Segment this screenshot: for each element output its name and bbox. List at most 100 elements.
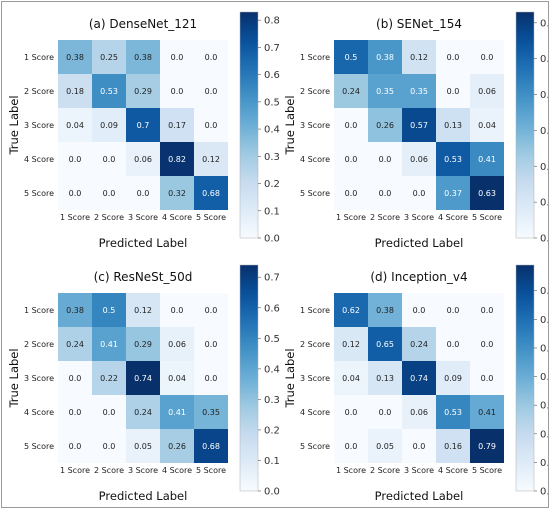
heatmap-cell xyxy=(470,395,504,429)
cell-value-label: 0.82 xyxy=(168,155,186,164)
heatmap-cell xyxy=(160,40,194,74)
cell-value-label: 0.41 xyxy=(478,155,496,164)
cell-value-label: 0.29 xyxy=(134,340,152,349)
cell-value-label: 0.35 xyxy=(410,87,428,96)
cell-value-label: 0.0 xyxy=(413,442,426,451)
y-axis-label: True Label xyxy=(283,348,297,408)
heatmap-cell xyxy=(470,361,504,395)
x-tick-label: 3 Score xyxy=(404,213,434,222)
x-axis-label: Predicted Label xyxy=(99,489,188,503)
cell-value-label: 0.57 xyxy=(410,121,428,130)
colorbar-tick-label: 0.6 xyxy=(540,315,548,326)
y-tick-label: 2 Score xyxy=(24,87,54,96)
heatmap-cell xyxy=(194,176,228,210)
panel-3: 0.0 0.1 0.2 0.3 0.4 0.5 0.6 0.7 (c) ResNeSt_50d 0… xyxy=(7,264,280,503)
x-axis-label: Predicted Label xyxy=(375,236,464,250)
panel-1: 0.0 0.1 0.2 0.3 0.4 0.5 0.6 0.7 0.8 (a) DenseNet_… xyxy=(7,11,280,250)
y-tick-label: 5 Score xyxy=(300,442,330,451)
heatmap-cell xyxy=(436,327,470,361)
cell-value-label: 0.09 xyxy=(444,374,462,383)
cell-value-label: 0.0 xyxy=(447,87,460,96)
heatmap-cell xyxy=(368,74,402,108)
cell-value-label: 0.06 xyxy=(478,87,496,96)
cell-value-label: 0.22 xyxy=(100,374,118,383)
heatmap-cell xyxy=(436,361,470,395)
panel-title: (c) ResNeSt_50d xyxy=(94,270,193,284)
heatmap-cell xyxy=(92,40,126,74)
heatmap-cell xyxy=(58,108,92,142)
heatmap-cell xyxy=(58,327,92,361)
heatmap-cell xyxy=(334,74,368,108)
x-axis-label: Predicted Label xyxy=(375,489,464,503)
y-axis-label: True Label xyxy=(7,348,21,408)
cell-value-label: 0.06 xyxy=(168,340,186,349)
y-tick-label: 2 Score xyxy=(300,340,330,349)
heatmap-cell xyxy=(334,327,368,361)
panel-title: (a) DenseNet_121 xyxy=(89,17,197,31)
heatmap-cell xyxy=(92,395,126,429)
heatmap-cell xyxy=(58,395,92,429)
heatmap-cell xyxy=(126,293,160,327)
cell-value-label: 0.5 xyxy=(103,306,116,315)
heatmap-cell xyxy=(92,74,126,108)
cell-value-label: 0.0 xyxy=(103,155,116,164)
heatmap-cell xyxy=(160,142,194,176)
heatmap-cell xyxy=(58,142,92,176)
cell-value-label: 0.0 xyxy=(345,408,358,417)
heatmap-cell xyxy=(402,74,436,108)
heatmap-cell xyxy=(126,327,160,361)
cell-value-label: 0.41 xyxy=(168,408,186,417)
cell-value-label: 0.05 xyxy=(134,442,152,451)
heatmap-cell xyxy=(334,142,368,176)
heatmap-cell xyxy=(470,40,504,74)
x-tick-label: 2 Score xyxy=(370,213,400,222)
colorbar-tick-label: 0.1 xyxy=(264,456,280,467)
heatmap-cell xyxy=(402,108,436,142)
heatmap-cell xyxy=(160,395,194,429)
cell-value-label: 0.35 xyxy=(202,408,220,417)
heatmap-cell xyxy=(160,176,194,210)
heatmap-cell xyxy=(334,361,368,395)
colorbar-tick-label: 0.2 xyxy=(264,179,280,190)
heatmap-cell xyxy=(126,429,160,463)
x-tick-label: 1 Score xyxy=(336,466,366,475)
heatmap-cell xyxy=(334,293,368,327)
x-tick-label: 3 Score xyxy=(404,466,434,475)
x-tick-label: 3 Score xyxy=(128,213,158,222)
cell-value-label: 0.06 xyxy=(410,155,428,164)
heatmap-cell xyxy=(368,142,402,176)
cell-value-label: 0.79 xyxy=(478,442,496,451)
heatmap-cell xyxy=(194,108,228,142)
x-tick-label: 5 Score xyxy=(196,213,226,222)
cell-value-label: 0.7 xyxy=(137,121,150,130)
cell-value-label: 0.0 xyxy=(413,189,426,198)
cell-value-label: 0.0 xyxy=(345,155,358,164)
cell-value-label: 0.0 xyxy=(345,121,358,130)
colorbar-tick-label: 0.6 xyxy=(540,18,548,29)
heatmap-cell xyxy=(470,108,504,142)
heatmap-cell xyxy=(470,327,504,361)
heatmap-cell xyxy=(92,361,126,395)
x-tick-label: 5 Score xyxy=(472,466,502,475)
cell-value-label: 0.0 xyxy=(171,306,184,315)
cell-value-label: 0.0 xyxy=(69,189,82,198)
panel-4: 0.0 0.1 0.2 0.3 0.4 0.5 0.6 0.7 (d) Inception_v4… xyxy=(283,264,548,503)
cell-value-label: 0.09 xyxy=(100,121,118,130)
cell-value-label: 0.41 xyxy=(100,340,118,349)
colorbar-tick-label: 0.3 xyxy=(540,126,548,137)
heatmap-cell xyxy=(58,361,92,395)
cell-value-label: 0.0 xyxy=(205,306,218,315)
cell-value-label: 0.12 xyxy=(342,340,360,349)
heatmap-cell xyxy=(436,293,470,327)
cell-value-label: 0.38 xyxy=(66,53,84,62)
cell-value-label: 0.18 xyxy=(66,87,84,96)
y-tick-label: 5 Score xyxy=(24,442,54,451)
cell-value-label: 0.0 xyxy=(379,155,392,164)
cell-value-label: 0.12 xyxy=(410,53,428,62)
cell-value-label: 0.29 xyxy=(134,87,152,96)
cell-value-label: 0.53 xyxy=(444,408,462,417)
y-axis-label: True Label xyxy=(283,95,297,155)
cell-value-label: 0.0 xyxy=(481,374,494,383)
heatmap-cell xyxy=(368,395,402,429)
cell-value-label: 0.0 xyxy=(379,189,392,198)
